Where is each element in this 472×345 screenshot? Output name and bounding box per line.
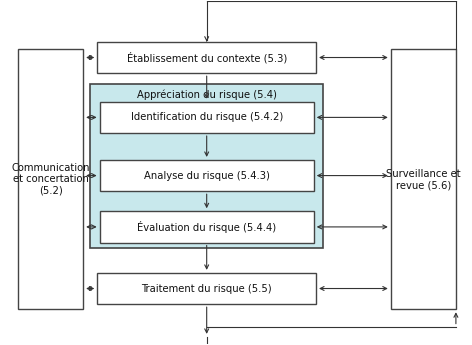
Text: Appréciation du risque (5.4): Appréciation du risque (5.4): [137, 90, 277, 100]
Bar: [97, 42, 316, 73]
Text: Identification du risque (5.4.2): Identification du risque (5.4.2): [131, 112, 283, 122]
Text: Communication
et concertation
(5.2): Communication et concertation (5.2): [11, 163, 90, 196]
Bar: [18, 49, 83, 309]
Bar: [100, 160, 314, 191]
Text: Évaluation du risque (5.4.4): Évaluation du risque (5.4.4): [137, 221, 276, 233]
Text: Traitement du risque (5.5): Traitement du risque (5.5): [142, 284, 272, 294]
Bar: [97, 273, 316, 304]
Text: Analyse du risque (5.4.3): Analyse du risque (5.4.3): [144, 170, 270, 180]
Text: Surveillance et
revue (5.6): Surveillance et revue (5.6): [386, 169, 461, 190]
Bar: [100, 211, 314, 243]
Text: Établissement du contexte (5.3): Établissement du contexte (5.3): [126, 52, 287, 63]
Bar: [100, 102, 314, 133]
Bar: [90, 83, 323, 248]
Bar: [391, 49, 456, 309]
